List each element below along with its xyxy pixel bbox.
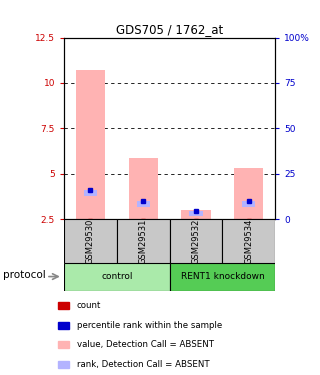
Text: GSM29534: GSM29534: [244, 218, 253, 264]
Text: GSM29531: GSM29531: [139, 218, 148, 264]
Bar: [189, 211, 203, 216]
Text: GSM29530: GSM29530: [86, 218, 95, 264]
Text: rank, Detection Call = ABSENT: rank, Detection Call = ABSENT: [77, 360, 209, 369]
Text: GSM29532: GSM29532: [191, 218, 201, 264]
Text: percentile rank within the sample: percentile rank within the sample: [77, 321, 222, 330]
Bar: [137, 201, 150, 207]
Bar: [170, 262, 275, 291]
Bar: [170, 219, 222, 262]
Title: GDS705 / 1762_at: GDS705 / 1762_at: [116, 23, 223, 36]
Text: count: count: [77, 301, 101, 310]
Text: protocol: protocol: [3, 270, 46, 280]
Bar: [234, 168, 263, 219]
Bar: [64, 219, 117, 262]
Text: control: control: [101, 272, 132, 281]
Bar: [242, 201, 255, 207]
Bar: [222, 219, 275, 262]
Bar: [181, 210, 211, 219]
Bar: [76, 70, 105, 219]
Text: RENT1 knockdown: RENT1 knockdown: [180, 272, 264, 281]
Bar: [117, 219, 170, 262]
Bar: [64, 262, 170, 291]
Text: value, Detection Call = ABSENT: value, Detection Call = ABSENT: [77, 340, 214, 349]
Bar: [129, 158, 158, 219]
Bar: [84, 190, 97, 196]
